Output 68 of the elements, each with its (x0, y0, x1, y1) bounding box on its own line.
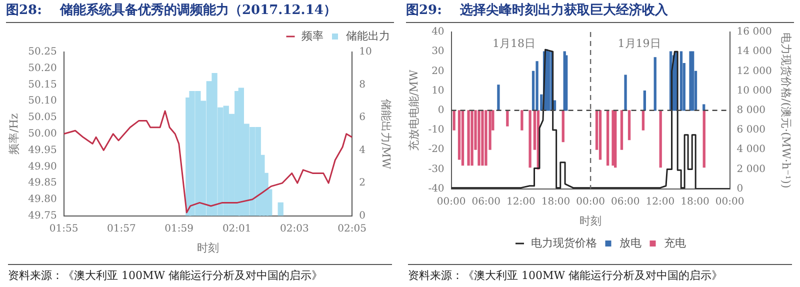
x-tick-label: 12:00 (646, 196, 675, 208)
y2-tick-label: 0 (736, 183, 744, 194)
y-tick-label: 49.85 (28, 178, 57, 189)
y-tick-label: 49.90 (28, 161, 57, 172)
text: 资料来源：《澳大利亚 100MW 储能运行分析及对中国的启示》 (8, 264, 392, 283)
y2-tick-label: 2 000 (736, 164, 766, 175)
y2-tick-label: 4 000 (736, 144, 766, 156)
x-tick-label: 06:00 (472, 196, 501, 208)
y2-tick-label: 12 000 (736, 66, 772, 77)
y-tick-label: 50.20 (28, 62, 57, 74)
x-tick-label: 02:01 (222, 223, 252, 234)
x-tick-label: 00:00 (715, 196, 744, 208)
legend-label: 频率 (302, 29, 324, 42)
y-tick-label: 10 (432, 85, 444, 96)
x-tick-label: 01:55 (49, 223, 78, 234)
x-tick-label: 02:05 (338, 223, 366, 234)
text: 资料来源：《澳大利亚 100MW 储能运行分析及对中国的启示》 (408, 264, 792, 283)
y-tick-label: -20 (428, 144, 444, 156)
y-tick-label: -40 (428, 183, 444, 194)
y-axis-title: 频率/Hz (7, 113, 20, 154)
x-axis-title: 时刻 (580, 214, 602, 228)
y2-axis-title: 电力现货价格/(澳元·(MW·h⁻¹)) (780, 32, 793, 188)
y-tick-label: 49.95 (28, 144, 57, 156)
y2-tick-label: 4 (359, 144, 366, 156)
y2-tick-label: 6 (359, 112, 366, 124)
legend-label: 充电 (664, 236, 686, 250)
y-tick-label: -30 (428, 164, 444, 175)
legend-label: 储能出力 (346, 29, 390, 42)
x-tick-label: 12:00 (506, 196, 536, 208)
chart-title: 图29: 选择尖峰时刻出力获取巨大经济收入 (406, 0, 794, 23)
x-tick-label: 18:00 (680, 196, 710, 208)
y-tick-label: 50.10 (28, 96, 57, 107)
x-tick-label: 00:00 (576, 196, 605, 208)
y2-tick-label: 0 (359, 210, 366, 222)
y-tick-label: 20 (432, 66, 444, 77)
annotation: 1月19日 (618, 36, 661, 50)
y-tick-label: 50.25 (28, 46, 57, 58)
x-tick-label: 02:03 (280, 223, 309, 234)
y-tick-label: 50.00 (28, 128, 57, 140)
annotation: 1月18日 (492, 36, 536, 50)
x-tick-label: 06:00 (610, 196, 640, 208)
x-tick-label: 01:59 (164, 223, 194, 234)
y-tick-label: 50.05 (28, 112, 57, 124)
y2-axis-title: 储能出力/MW (380, 98, 393, 170)
bar (278, 202, 284, 216)
legend-label: 放电 (619, 236, 642, 250)
y-tick-label: 0 (438, 104, 444, 116)
y2-tick-label: 10 000 (736, 85, 772, 96)
y-tick-label: 40 (432, 26, 444, 38)
y-tick-label: 49.75 (28, 210, 57, 222)
y-axis-title: 充放电电能/MW (407, 69, 420, 152)
y2-tick-label: 8 (359, 79, 366, 90)
legend-label: 电力现货价格 (530, 236, 597, 250)
y-tick-label: -10 (428, 124, 444, 136)
y2-tick-label: 8 000 (736, 104, 766, 116)
y2-tick-label: 16 000 (736, 26, 772, 38)
y2-tick-label: 14 000 (736, 46, 772, 58)
y-tick-label: 30 (432, 46, 444, 58)
y-tick-label: 50.15 (28, 79, 57, 90)
y-tick-label: 49.80 (28, 194, 57, 206)
y2-tick-label: 2 (359, 178, 366, 189)
y2-tick-label: 10 (359, 46, 372, 58)
x-tick-label: 18:00 (541, 196, 570, 208)
x-tick-label: 00:00 (436, 196, 466, 208)
y2-tick-label: 6 000 (736, 124, 766, 136)
x-axis-title: 时刻 (196, 241, 219, 254)
chart-title: 图28: 储能系统具备优秀的调频能力（2017.12.14） (6, 0, 394, 23)
x-tick-label: 01:57 (107, 223, 136, 234)
